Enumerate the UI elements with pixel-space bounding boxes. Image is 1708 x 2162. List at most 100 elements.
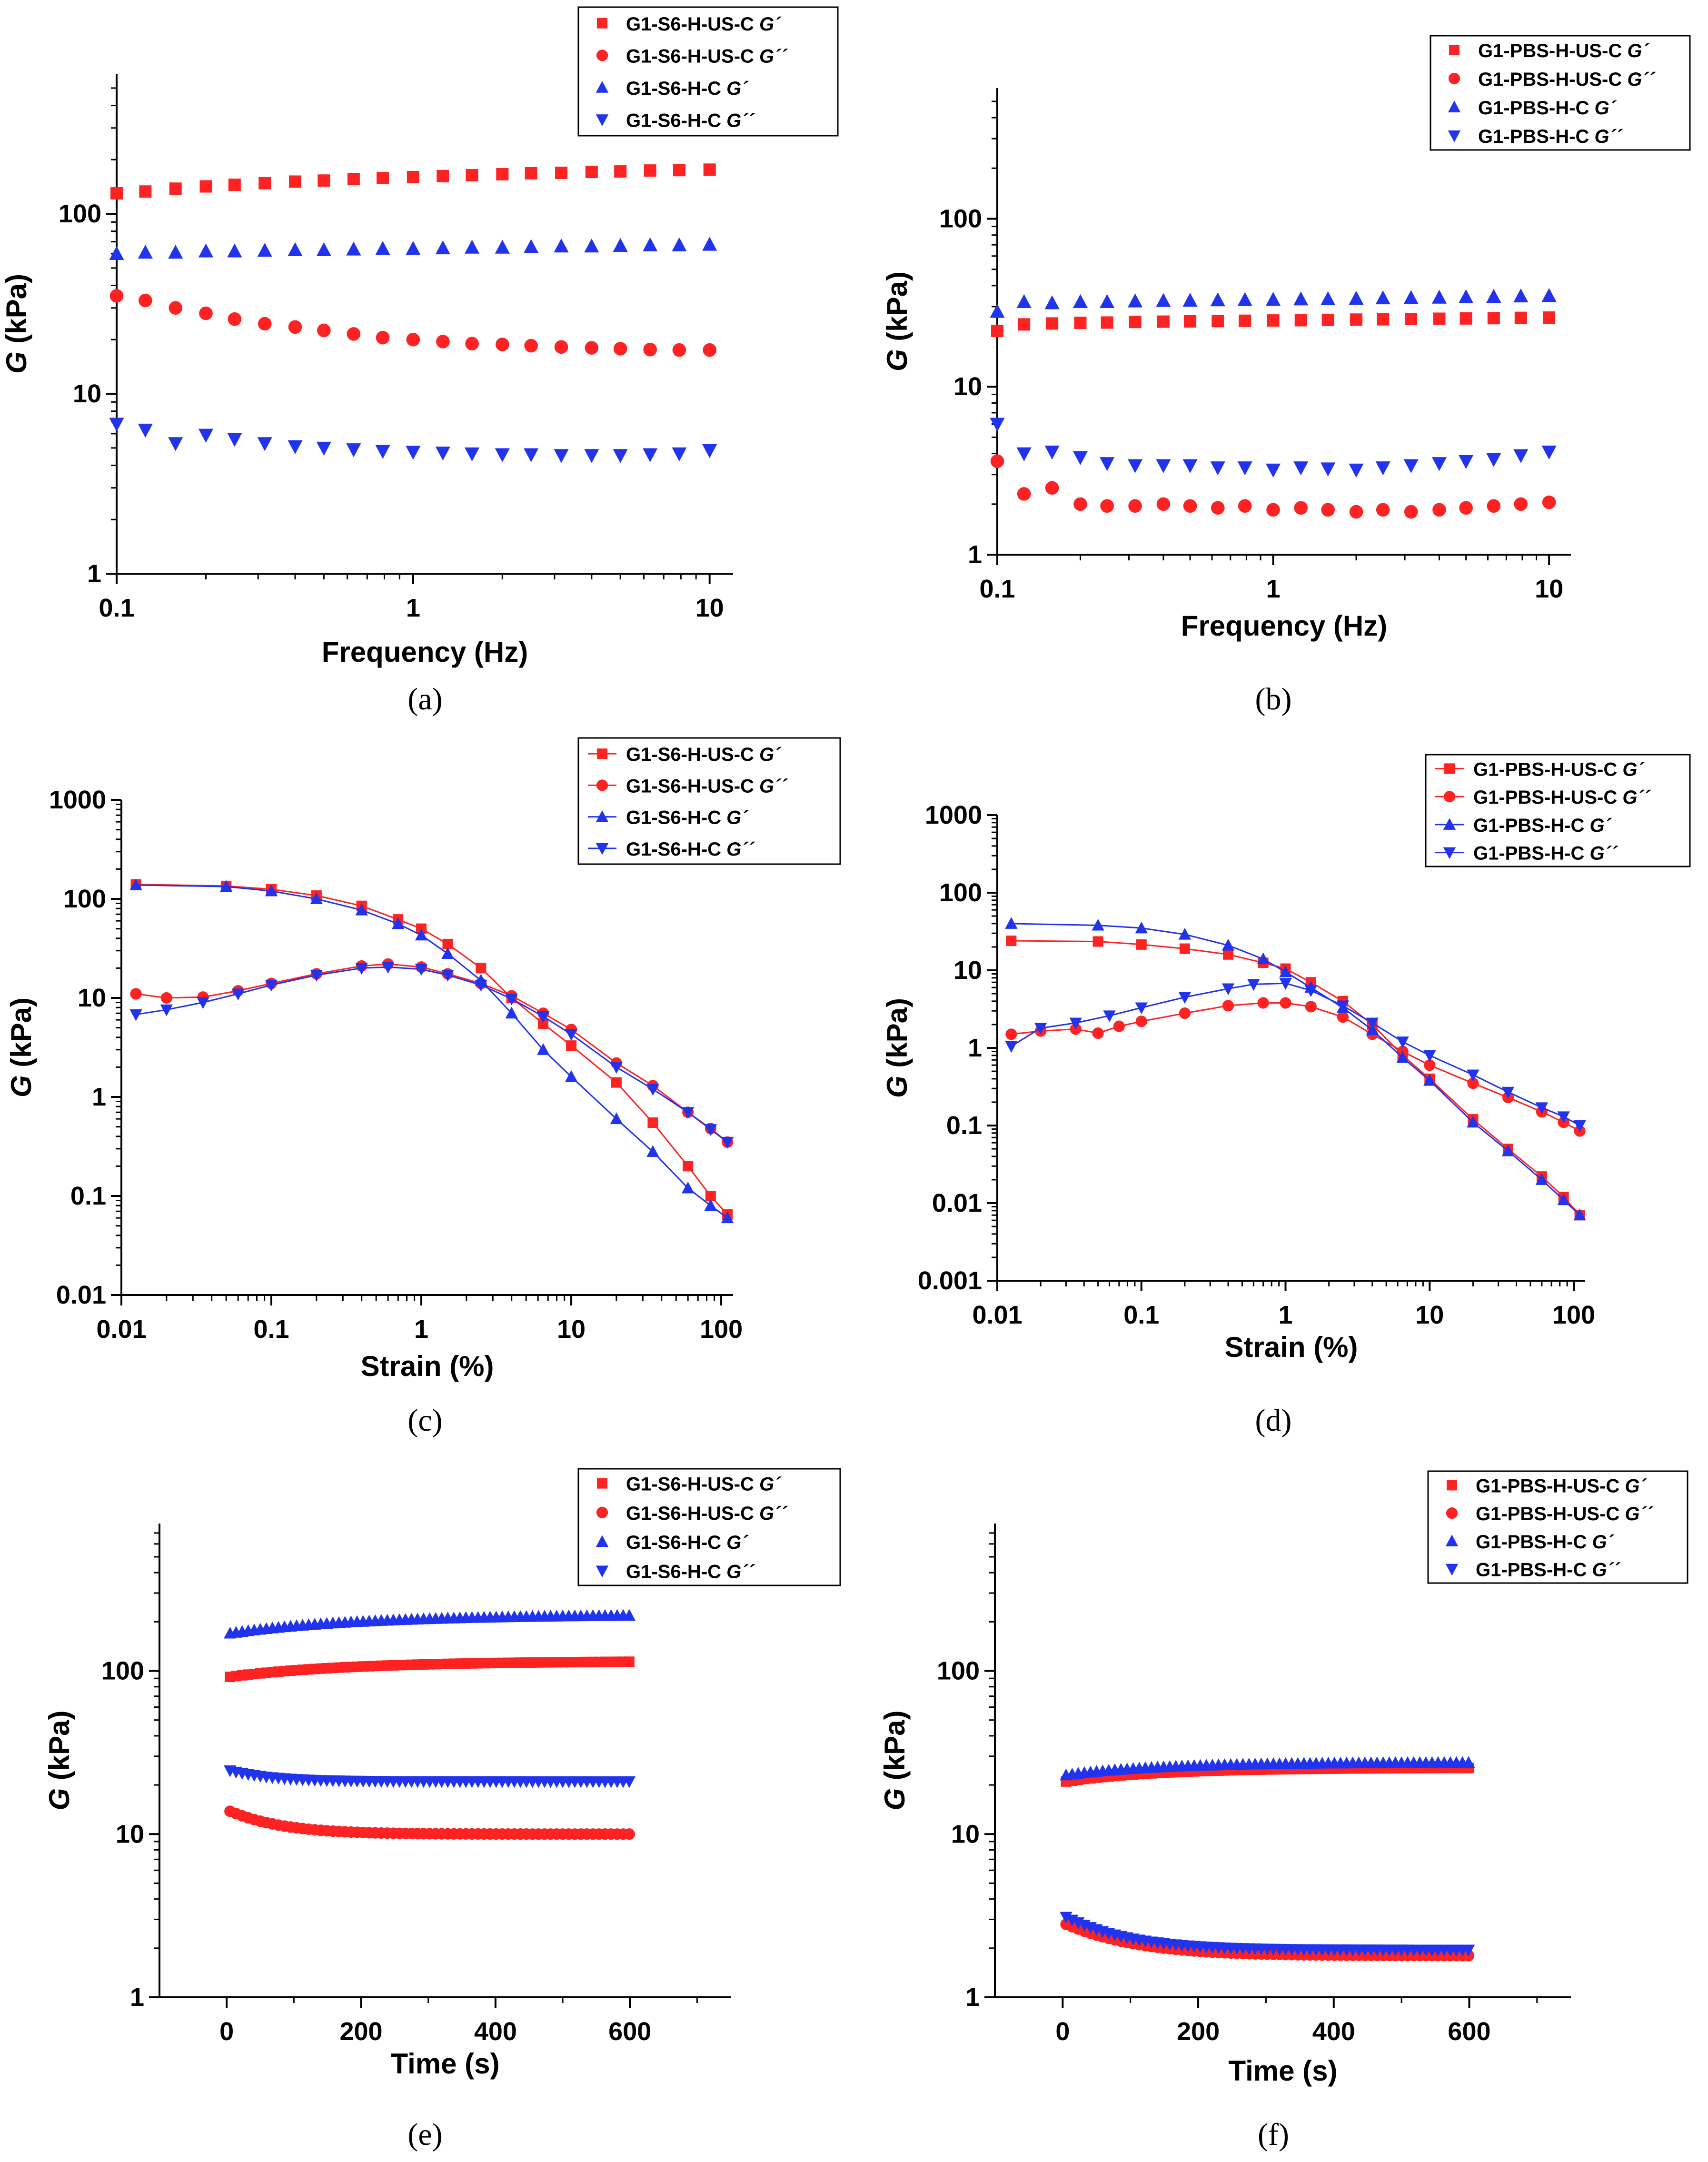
data-point [109,246,124,260]
data-point [1573,1208,1586,1221]
data-point [288,440,303,454]
data-point [646,1145,659,1157]
data-point [169,301,183,315]
data-point [721,1211,734,1224]
data-point [1513,449,1529,463]
data-point [355,963,368,975]
data-point [495,239,510,254]
data-point [129,878,142,890]
data-point [1405,313,1418,326]
y-tick-label: 100 [59,199,101,228]
data-point [1178,927,1192,940]
panel-label: (e) [407,2117,442,2152]
series-G1-S6-H-US-C-square [130,879,733,1220]
series-line [136,963,728,1143]
data-point [441,947,454,959]
data-point [1034,1023,1047,1035]
legend-entry: G1-S6-H-C G´´ [626,839,755,860]
data-point [198,243,214,258]
data-point [611,1077,622,1088]
legend-entry: G1-S6-H-US-C G´´ [626,46,788,67]
data-point [1179,1007,1191,1019]
data-point [1459,501,1473,515]
data-point [613,449,628,463]
data-point [1266,503,1280,517]
data-point [1100,457,1115,471]
data-point [1486,453,1501,467]
data-point [643,448,658,462]
data-point [1431,457,1447,471]
legend-marker [1444,763,1455,774]
legend-entry: G1-PBS-H-US-C G´ [1476,1475,1647,1496]
data-point [437,169,449,182]
data-point [1178,992,1192,1004]
data-point [1366,1017,1379,1030]
x-tick-label: 10 [557,1315,586,1344]
data-point [381,962,395,974]
x-tick-label: 0 [1055,2017,1070,2046]
data-point [623,1828,635,1840]
legend-marker [596,114,609,126]
y-tick-label: 10 [73,379,101,408]
data-point [1486,289,1501,303]
data-point [1156,293,1171,307]
data-point [465,337,479,350]
data-point [1045,481,1059,495]
legend-marker [597,18,607,29]
series-G1-S6-H-C-triangle-down [129,962,734,1149]
legend: G1-S6-H-US-C G´ G1-S6-H-US-C G´´ G1-S6-H-C… [577,737,841,865]
data-point [129,1009,142,1021]
x-tick-label: 10 [1535,575,1563,603]
data-point [1293,461,1309,476]
data-point [1462,1756,1475,1768]
data-point [406,241,421,255]
legend-entry: G1-PBS-H-C G´´ [1473,843,1619,864]
data-point [1460,312,1472,325]
legend-marker [1445,1564,1459,1576]
data-point [681,1181,695,1194]
data-point [673,164,685,177]
data-point [1321,462,1336,477]
data-point [1375,290,1390,305]
data-point [1294,501,1308,515]
data-point [1423,1074,1436,1086]
y-tick-label: 1 [87,559,101,588]
data-point [415,964,428,976]
x-tick-label: 0.01 [96,1315,146,1344]
data-point [109,289,124,303]
data-point [1237,292,1252,306]
chart-panel-a: 0.1 1 10 1 10 100 Frequency (Hz) G (kPa) G1-S6-H… [0,6,839,717]
x-tick-label: 100 [700,1315,743,1344]
data-point [199,180,212,193]
data-point [1100,499,1114,513]
data-point [672,343,686,357]
data-point [1113,1020,1125,1032]
data-point [1221,983,1235,996]
data-point [1467,1077,1479,1089]
data-point [1459,455,1474,469]
data-point [475,979,487,992]
legend-box [577,6,839,137]
legend: G1-PBS-H-US-C G´ G1-PBS-H-US-C G´´ G1-PBS-… [1430,35,1691,151]
x-tick-label: 100 [1552,1301,1595,1329]
x-tick-label: 0.1 [979,575,1015,603]
data-point [415,928,428,941]
data-point [1267,314,1280,327]
data-point [1404,505,1418,519]
data-point [355,903,368,916]
series-G1-S6-H-US-C-circle [130,958,734,1148]
data-point [377,172,389,185]
legend-marker [1449,45,1460,55]
legend: G1-PBS-H-US-C G´ G1-PBS-H-US-C G´´ G1-PBS-… [1427,1470,1688,1584]
data-point [1541,445,1557,460]
y-axis-title: G (kPa) [43,1710,75,1810]
data-point [1304,985,1318,997]
legend-marker [1446,1507,1458,1519]
data-point [109,418,124,432]
y-tick-label: 1 [968,1034,982,1062]
data-point [139,293,152,308]
data-point [585,341,599,355]
data-point [476,963,487,974]
data-point [1183,499,1197,513]
data-point [1211,315,1224,328]
